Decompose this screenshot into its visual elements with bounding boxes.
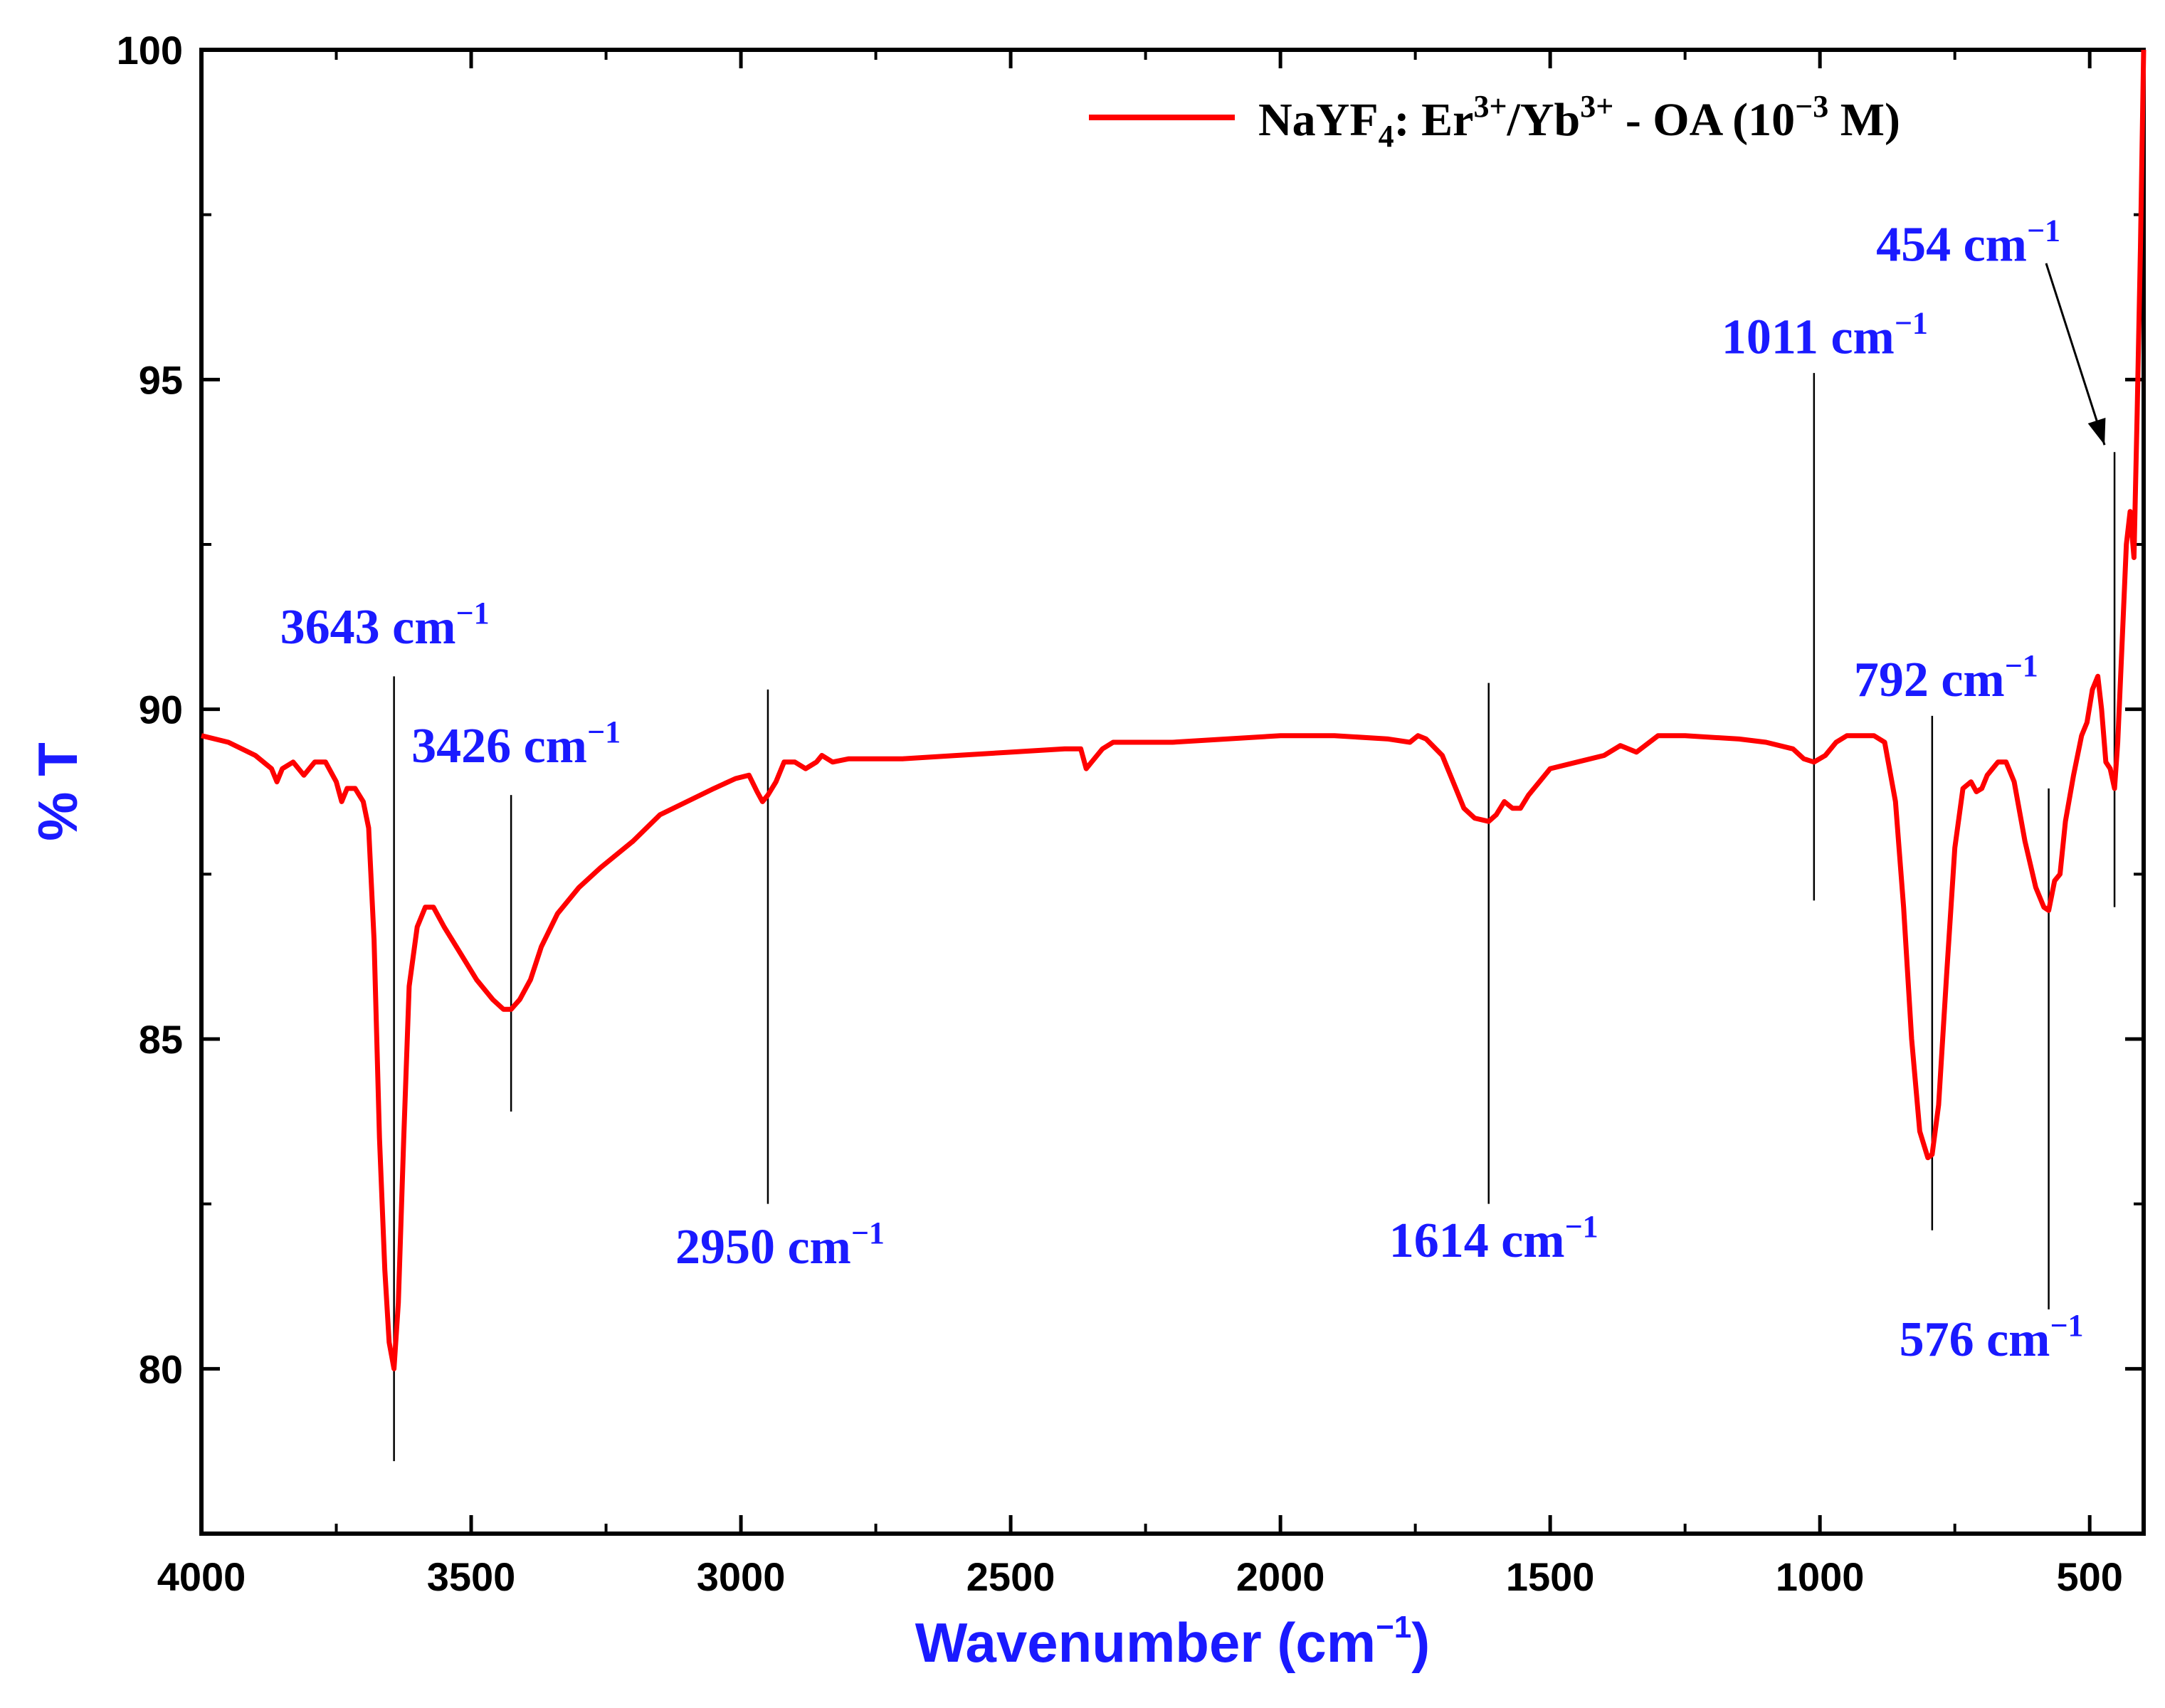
- x-tick-label: 3500: [427, 1554, 516, 1599]
- y-axis-title: % T: [26, 742, 89, 841]
- legend: NaYF4: Er3+/Yb3+ - OA (10−3 M): [1089, 89, 1900, 154]
- peak-label: 1011 cm−1: [1722, 305, 1928, 364]
- x-tick-label: 4000: [157, 1554, 246, 1599]
- x-tick-label: 1000: [1776, 1554, 1865, 1599]
- x-tick-label: 500: [2056, 1554, 2122, 1599]
- series-layer: [201, 49, 2146, 1371]
- axis-titles-layer: Wavenumber (cm−1) % T: [26, 742, 1430, 1674]
- peak-label: 3643 cm−1: [280, 596, 490, 655]
- x-tick-label: 3000: [697, 1554, 786, 1599]
- x-tick-label: 1500: [1506, 1554, 1595, 1599]
- y-tick-label: 100: [117, 28, 183, 73]
- plot-frame: [199, 48, 2146, 1536]
- arrow-head: [2087, 418, 2106, 446]
- peak-label: 792 cm−1: [1854, 648, 2038, 707]
- peak-label: 576 cm−1: [1900, 1308, 2084, 1367]
- y-tick-label: 80: [139, 1346, 183, 1391]
- y-tick-label: 95: [139, 357, 183, 402]
- x-axis-title: Wavenumber (cm−1): [915, 1610, 1430, 1674]
- series-line: [201, 49, 2146, 1371]
- peak-label: 2950 cm−1: [675, 1216, 885, 1275]
- y-tick-label: 90: [139, 687, 183, 732]
- annotations-layer: 3643 cm−1 3426 cm−1 2950 cm−1 1614 cm−1 1011…: [280, 214, 2116, 1462]
- x-tick-label: 2500: [966, 1554, 1055, 1599]
- peak-label: 454 cm−1: [1876, 214, 2060, 273]
- peak-label: 3426 cm−1: [411, 715, 621, 774]
- legend-label: NaYF4: Er3+/Yb3+ - OA (10−3 M): [1258, 89, 1900, 154]
- y-tick-label: 85: [139, 1017, 183, 1062]
- axes-layer: 4000 3500 3000 2500 2000 1500 1000 500 80 85 90 95 1…: [117, 28, 2146, 1599]
- x-tick-label: 2000: [1236, 1554, 1325, 1599]
- arrow-line: [2045, 263, 2106, 446]
- peak-label: 1614 cm−1: [1389, 1209, 1598, 1268]
